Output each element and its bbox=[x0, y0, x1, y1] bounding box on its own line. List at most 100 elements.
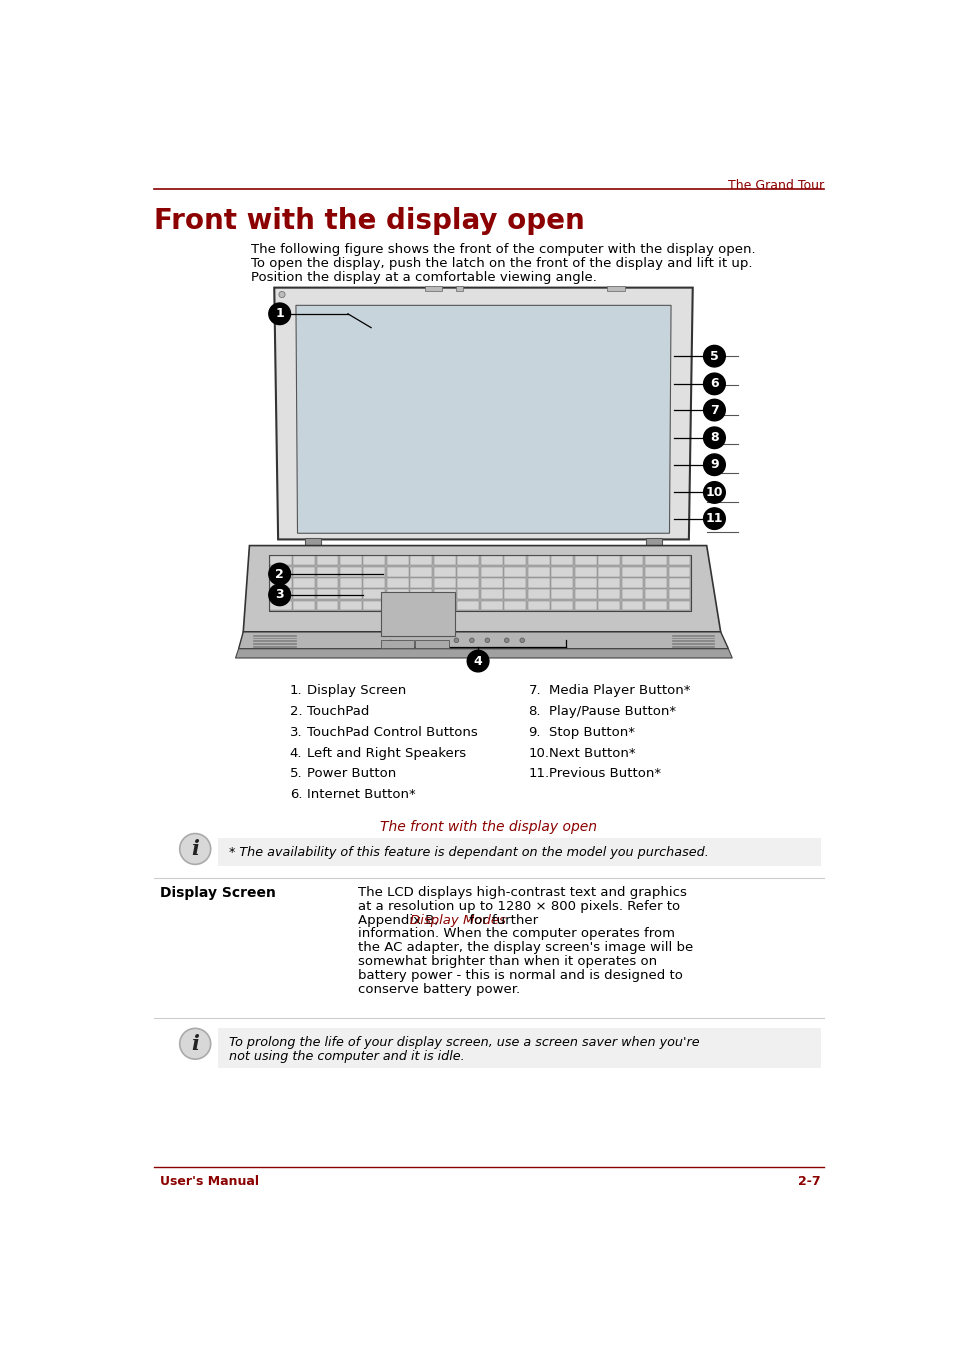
Text: 10: 10 bbox=[705, 486, 722, 499]
Bar bbox=[456, 589, 478, 598]
Text: 5: 5 bbox=[709, 350, 718, 362]
Text: Position the display at a comfortable viewing angle.: Position the display at a comfortable vi… bbox=[251, 270, 597, 284]
Circle shape bbox=[703, 454, 724, 476]
Circle shape bbox=[703, 508, 724, 530]
Bar bbox=[668, 589, 690, 598]
Bar bbox=[551, 578, 573, 588]
Text: Internet Button*: Internet Button* bbox=[307, 788, 416, 801]
Bar bbox=[410, 578, 432, 588]
Text: 7: 7 bbox=[709, 404, 718, 416]
Bar bbox=[527, 555, 549, 565]
Bar bbox=[644, 567, 666, 577]
Text: The Grand Tour: The Grand Tour bbox=[727, 180, 823, 192]
Text: i: i bbox=[191, 1034, 199, 1054]
Bar bbox=[269, 555, 691, 611]
Polygon shape bbox=[274, 288, 692, 539]
Bar bbox=[551, 555, 573, 565]
Circle shape bbox=[703, 427, 724, 449]
Text: Front with the display open: Front with the display open bbox=[154, 207, 584, 235]
Bar bbox=[574, 601, 596, 611]
Bar bbox=[434, 555, 456, 565]
Bar bbox=[363, 567, 385, 577]
Bar bbox=[339, 601, 361, 611]
Bar bbox=[504, 601, 526, 611]
Text: 10.: 10. bbox=[528, 747, 549, 759]
Text: 1.: 1. bbox=[290, 684, 302, 697]
Bar bbox=[644, 578, 666, 588]
Bar bbox=[598, 601, 619, 611]
Bar bbox=[644, 555, 666, 565]
Text: 11.: 11. bbox=[528, 767, 549, 781]
Text: The following figure shows the front of the computer with the display open.: The following figure shows the front of … bbox=[251, 243, 755, 255]
Bar bbox=[480, 555, 502, 565]
Text: 6: 6 bbox=[709, 377, 718, 390]
Bar bbox=[527, 567, 549, 577]
Bar bbox=[339, 555, 361, 565]
Bar bbox=[270, 555, 292, 565]
Bar bbox=[456, 567, 478, 577]
Text: TouchPad: TouchPad bbox=[307, 705, 369, 717]
Bar bbox=[621, 601, 643, 611]
Text: * The availability of this feature is dependant on the model you purchased.: * The availability of this feature is de… bbox=[229, 846, 708, 859]
Polygon shape bbox=[238, 632, 728, 648]
Bar bbox=[363, 601, 385, 611]
Text: 6.: 6. bbox=[290, 788, 302, 801]
Bar bbox=[305, 538, 320, 546]
Bar bbox=[339, 567, 361, 577]
Text: not using the computer and it is idle.: not using the computer and it is idle. bbox=[229, 1050, 464, 1063]
Text: 3: 3 bbox=[275, 588, 284, 601]
Bar bbox=[270, 567, 292, 577]
Bar bbox=[387, 578, 409, 588]
Circle shape bbox=[278, 292, 285, 297]
Bar bbox=[410, 567, 432, 577]
Bar bbox=[480, 578, 502, 588]
Text: battery power - this is normal and is designed to: battery power - this is normal and is de… bbox=[357, 969, 682, 982]
Text: at a resolution up to 1280 × 800 pixels. Refer to: at a resolution up to 1280 × 800 pixels.… bbox=[357, 900, 679, 913]
Text: The front with the display open: The front with the display open bbox=[380, 820, 597, 835]
Bar bbox=[607, 286, 624, 292]
Bar bbox=[645, 538, 661, 546]
Bar bbox=[387, 601, 409, 611]
Circle shape bbox=[454, 638, 458, 643]
Bar bbox=[527, 578, 549, 588]
Bar bbox=[415, 640, 448, 648]
Bar bbox=[668, 601, 690, 611]
Text: The LCD displays high-contrast text and graphics: The LCD displays high-contrast text and … bbox=[357, 886, 686, 898]
Bar bbox=[621, 555, 643, 565]
Text: 8: 8 bbox=[709, 431, 718, 444]
Circle shape bbox=[269, 303, 291, 324]
Bar bbox=[480, 589, 502, 598]
Bar bbox=[381, 592, 455, 636]
Text: Appendix B,: Appendix B, bbox=[357, 913, 442, 927]
Text: 1: 1 bbox=[275, 307, 284, 320]
Text: Previous Button*: Previous Button* bbox=[549, 767, 660, 781]
Text: Display Modes: Display Modes bbox=[409, 913, 505, 927]
Bar bbox=[410, 589, 432, 598]
Bar bbox=[574, 555, 596, 565]
Text: Stop Button*: Stop Button* bbox=[549, 725, 635, 739]
Bar bbox=[363, 555, 385, 565]
Bar bbox=[456, 286, 462, 292]
Bar bbox=[316, 578, 338, 588]
Text: Display Screen: Display Screen bbox=[159, 886, 275, 900]
Bar bbox=[293, 567, 314, 577]
Text: Left and Right Speakers: Left and Right Speakers bbox=[307, 747, 465, 759]
Text: conserve battery power.: conserve battery power. bbox=[357, 984, 519, 996]
Bar bbox=[316, 555, 338, 565]
Text: 11: 11 bbox=[705, 512, 722, 526]
Circle shape bbox=[703, 400, 724, 422]
Text: 4.: 4. bbox=[290, 747, 302, 759]
Bar bbox=[387, 589, 409, 598]
Bar bbox=[480, 567, 502, 577]
Polygon shape bbox=[235, 648, 732, 658]
Bar bbox=[527, 601, 549, 611]
Text: User's Manual: User's Manual bbox=[159, 1175, 258, 1189]
Bar bbox=[574, 567, 596, 577]
Text: 9: 9 bbox=[709, 458, 718, 471]
Bar bbox=[339, 589, 361, 598]
Bar bbox=[410, 601, 432, 611]
Text: for further: for further bbox=[465, 913, 538, 927]
Bar bbox=[434, 567, 456, 577]
Text: 4: 4 bbox=[474, 655, 482, 667]
Bar bbox=[551, 601, 573, 611]
